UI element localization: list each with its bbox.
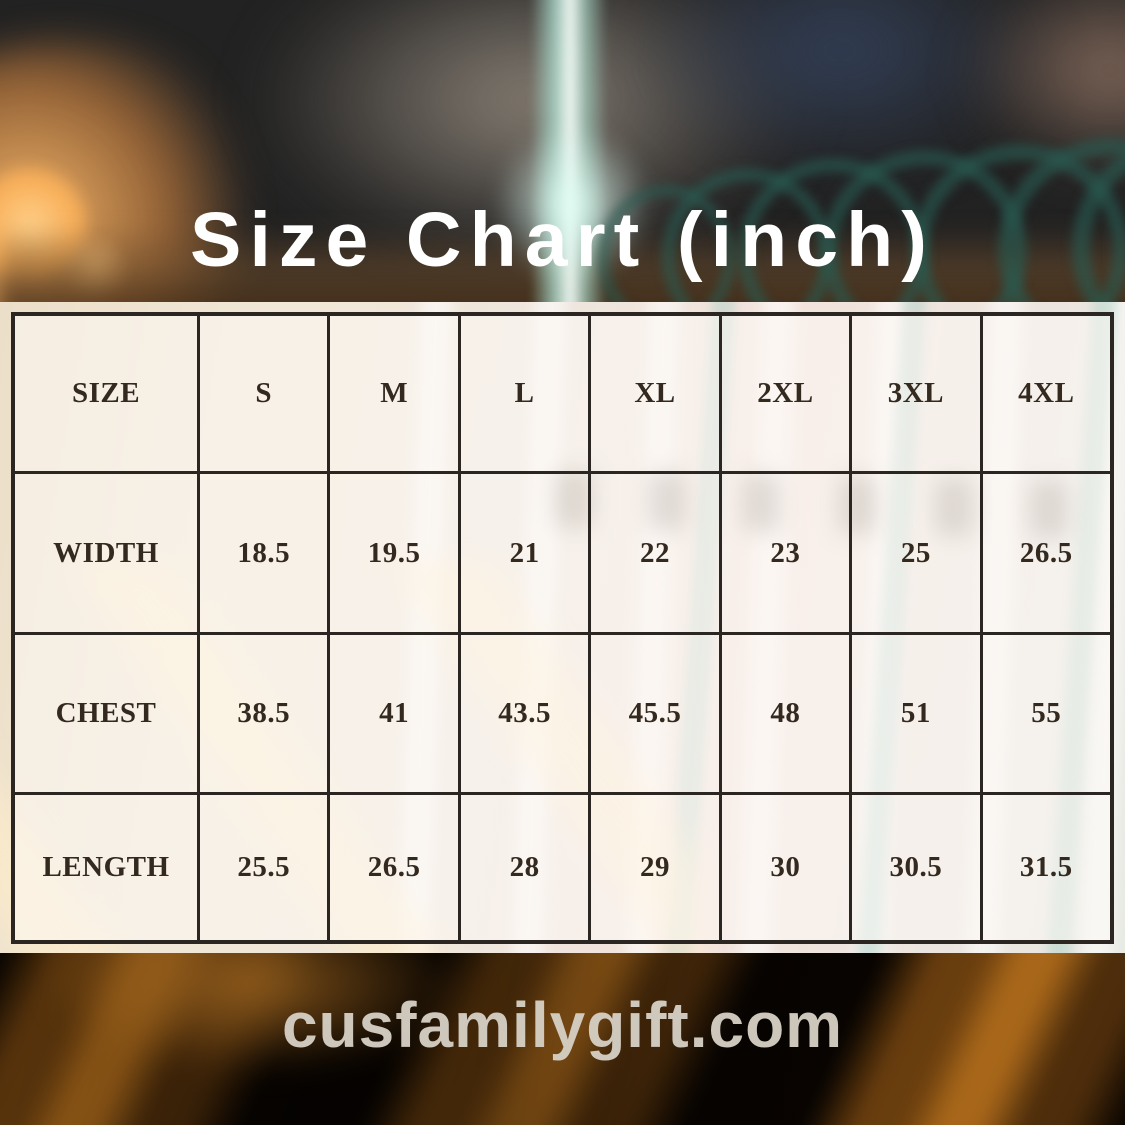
size-value-cell: 28	[457, 792, 589, 940]
size-value-cell: 29	[588, 792, 719, 940]
row-label: CHEST	[15, 632, 197, 792]
size-value-cell: 22	[588, 471, 719, 632]
fabric-photo-bottom-band	[0, 953, 1125, 1125]
row-label: LENGTH	[15, 792, 197, 940]
row-label: WIDTH	[15, 471, 197, 632]
size-value-cell: 30.5	[849, 792, 980, 940]
size-value-cell: 26.5	[327, 792, 458, 940]
size-value-cell: 23	[718, 471, 850, 632]
corner-header-cell: SIZE	[71, 377, 141, 409]
hanger-photo-top-band	[0, 0, 1125, 302]
page-title: Size Chart (inch)	[190, 196, 935, 283]
size-value-cell: 41	[327, 632, 458, 792]
website-url: cusfamilygift.com	[281, 989, 844, 1061]
size-value-cell: 48	[718, 632, 850, 792]
size-chart-table: SIZE S M L XL 2XL 3XL 4XL WIDTH 18.5 19.5 21 22 23 25 2…	[11, 312, 1114, 944]
size-value-cell: 18.5	[197, 471, 328, 632]
size-value-cell: 26.5	[979, 471, 1110, 632]
size-value-cell: 55	[979, 632, 1110, 792]
size-value-cell: 51	[849, 632, 980, 792]
column-header: 4XL	[979, 316, 1110, 471]
column-header: L	[457, 316, 588, 471]
size-value-cell: 30	[718, 792, 850, 940]
column-header: 3XL	[849, 316, 979, 471]
size-value-cell: 31.5	[979, 792, 1110, 940]
size-value-cell: 45.5	[588, 632, 719, 792]
column-header: S	[197, 316, 327, 471]
size-value-cell: 25	[849, 471, 980, 632]
column-header: XL	[588, 316, 718, 471]
column-header: M	[327, 316, 457, 471]
size-value-cell: 43.5	[457, 632, 589, 792]
size-value-cell: 38.5	[197, 632, 328, 792]
column-header: 2XL	[718, 316, 849, 471]
size-value-cell: 19.5	[327, 471, 458, 632]
size-value-cell: 25.5	[197, 792, 328, 940]
size-value-cell: 21	[457, 471, 589, 632]
fabric-shadow-overlay	[0, 953, 1125, 1125]
